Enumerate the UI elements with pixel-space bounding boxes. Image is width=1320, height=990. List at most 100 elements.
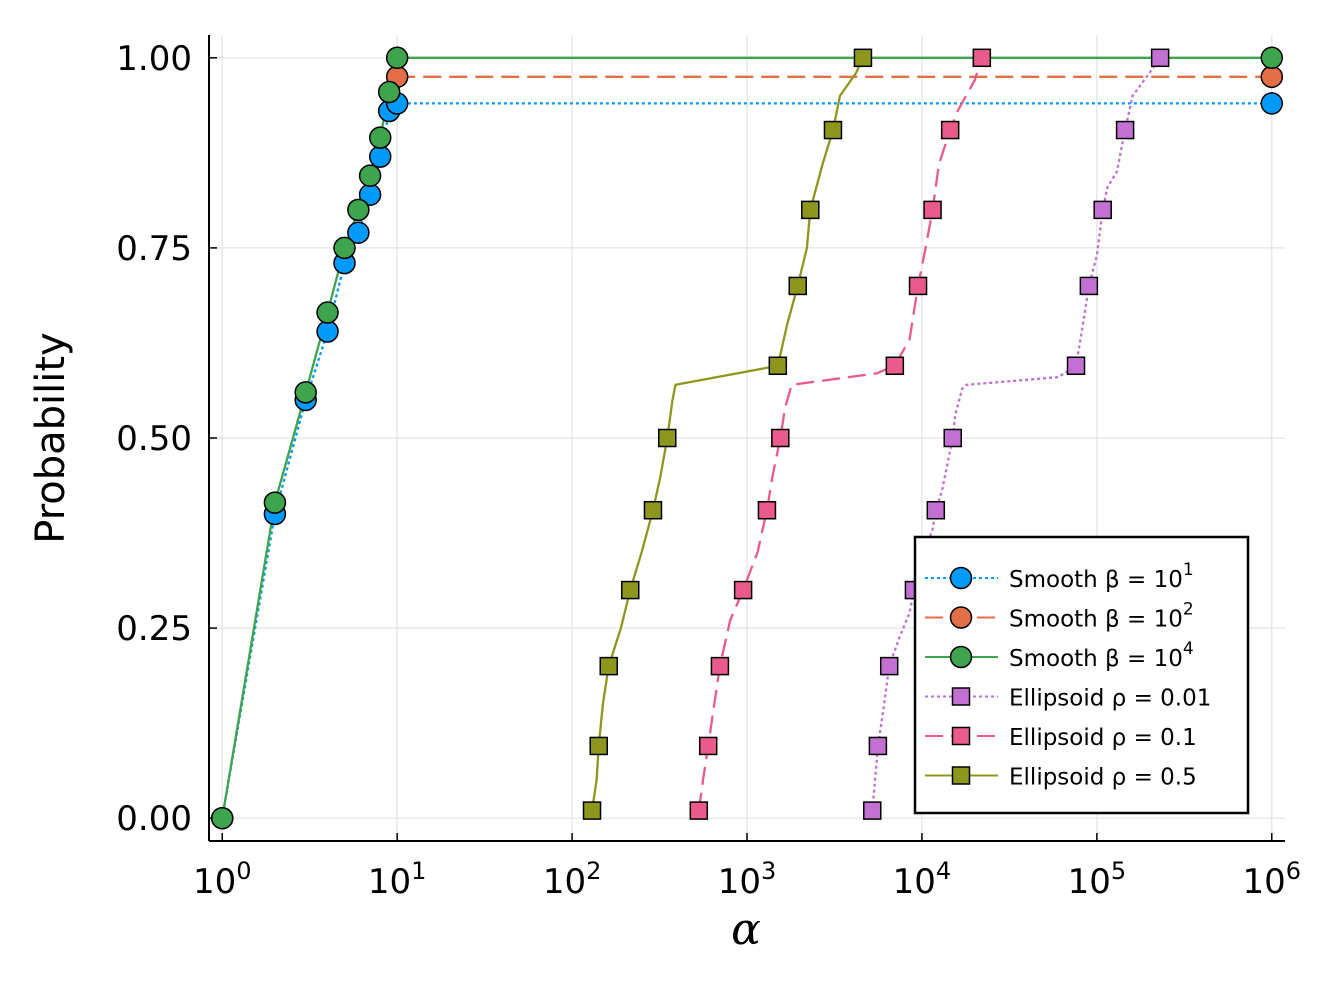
legend-label: Ellipsoid ρ = 0.01 bbox=[1009, 686, 1211, 712]
y-axis-title: Probability bbox=[28, 332, 74, 543]
x-tick-exp: 4 bbox=[936, 857, 951, 885]
legend-label: Smooth β = 104 bbox=[1009, 639, 1194, 672]
x-tick-base: 10 bbox=[193, 862, 236, 902]
data-point bbox=[823, 120, 843, 140]
data-point bbox=[358, 164, 382, 187]
data-point bbox=[1260, 92, 1284, 115]
data-point bbox=[863, 801, 882, 820]
y-tick-label: 0.00 bbox=[116, 799, 192, 839]
data-point bbox=[757, 500, 777, 520]
data-point bbox=[1260, 65, 1284, 89]
data-point bbox=[316, 320, 339, 343]
data-point bbox=[972, 48, 992, 68]
legend-label-text: Smooth β = 10 bbox=[1009, 567, 1183, 593]
legend-label: Smooth β = 102 bbox=[1009, 600, 1194, 633]
legend-label-text: Ellipsoid ρ = 0.1 bbox=[1009, 725, 1197, 751]
y-tick-label: 1.00 bbox=[116, 39, 192, 79]
legend-label-exp: 4 bbox=[1183, 639, 1194, 659]
data-point bbox=[599, 656, 618, 676]
legend-marker bbox=[951, 726, 971, 746]
data-point bbox=[943, 428, 962, 448]
x-tick-base: 10 bbox=[718, 862, 761, 902]
data-point bbox=[1093, 200, 1112, 220]
data-point bbox=[689, 801, 709, 820]
legend-marker bbox=[951, 687, 971, 706]
x-tick-exp: 6 bbox=[1286, 857, 1301, 885]
x-tick-exp: 3 bbox=[761, 857, 776, 885]
data-point bbox=[926, 500, 946, 520]
x-tick-base: 10 bbox=[368, 862, 411, 902]
data-point bbox=[710, 656, 730, 676]
data-point bbox=[940, 120, 960, 140]
data-point bbox=[801, 200, 820, 220]
data-point bbox=[1066, 356, 1086, 376]
data-point bbox=[582, 801, 602, 820]
legend-marker bbox=[949, 566, 973, 590]
x-tick-label: 103 bbox=[718, 857, 777, 902]
data-point bbox=[294, 381, 317, 404]
x-axis-title: α bbox=[731, 904, 761, 955]
data-point bbox=[868, 736, 888, 756]
ticks: 100 101 102 103 104 105 1060.000.250.500.751.0… bbox=[116, 39, 1301, 902]
data-point bbox=[368, 145, 392, 168]
data-point bbox=[263, 491, 287, 514]
data-point bbox=[347, 221, 370, 244]
legend-marker bbox=[949, 606, 973, 629]
x-tick-exp: 2 bbox=[586, 857, 601, 885]
data-point bbox=[879, 656, 899, 676]
data-point bbox=[771, 428, 790, 448]
data-point bbox=[316, 301, 339, 324]
data-point bbox=[788, 276, 807, 296]
legend-label-text: Ellipsoid ρ = 0.01 bbox=[1009, 686, 1211, 712]
x-tick-exp: 1 bbox=[411, 857, 426, 885]
data-point bbox=[733, 580, 753, 600]
series-markers bbox=[210, 46, 1284, 830]
legend-label-exp: 1 bbox=[1183, 560, 1194, 580]
data-point bbox=[885, 356, 905, 376]
legend-marker bbox=[951, 766, 971, 785]
data-point bbox=[768, 356, 788, 376]
x-tick-label: 101 bbox=[368, 857, 427, 902]
y-tick-label: 0.75 bbox=[116, 229, 192, 269]
legend-marker bbox=[949, 645, 973, 669]
data-point bbox=[1150, 48, 1170, 68]
series-line bbox=[590, 57, 864, 811]
data-point bbox=[589, 736, 608, 756]
data-point bbox=[368, 126, 392, 149]
data-point bbox=[377, 80, 401, 104]
x-tick-base: 10 bbox=[1068, 862, 1111, 902]
data-point bbox=[385, 46, 409, 70]
x-tick-base: 10 bbox=[893, 862, 936, 902]
x-tick-label: 100 bbox=[193, 857, 252, 902]
data-point bbox=[908, 276, 928, 296]
x-tick-label: 102 bbox=[543, 857, 602, 902]
data-point bbox=[1079, 276, 1099, 296]
data-point bbox=[347, 198, 370, 222]
legend-label: Ellipsoid ρ = 0.5 bbox=[1009, 765, 1197, 791]
x-tick-base: 10 bbox=[543, 862, 586, 902]
data-point bbox=[1115, 120, 1135, 140]
data-point bbox=[620, 580, 640, 600]
x-tick-label: 104 bbox=[893, 857, 952, 902]
y-tick-label: 0.25 bbox=[116, 609, 192, 649]
data-point bbox=[210, 806, 234, 830]
legend-label-exp: 2 bbox=[1183, 600, 1194, 620]
data-point bbox=[923, 200, 942, 220]
x-tick-label: 106 bbox=[1243, 857, 1302, 902]
legend-label-text: Smooth β = 10 bbox=[1009, 646, 1183, 672]
x-tick-exp: 0 bbox=[236, 857, 251, 885]
x-tick-exp: 5 bbox=[1111, 857, 1126, 885]
data-point bbox=[658, 428, 677, 448]
x-tick-label: 105 bbox=[1068, 857, 1127, 902]
legend-label-text: Smooth β = 10 bbox=[1009, 607, 1183, 633]
x-tick-base: 10 bbox=[1243, 862, 1286, 902]
y-tick-label: 0.50 bbox=[116, 419, 192, 459]
data-point bbox=[333, 236, 356, 260]
legend-label: Ellipsoid ρ = 0.1 bbox=[1009, 725, 1197, 751]
data-point bbox=[853, 48, 873, 68]
data-point bbox=[1260, 46, 1284, 70]
legend-label: Smooth β = 101 bbox=[1009, 560, 1194, 593]
data-point bbox=[698, 736, 718, 756]
